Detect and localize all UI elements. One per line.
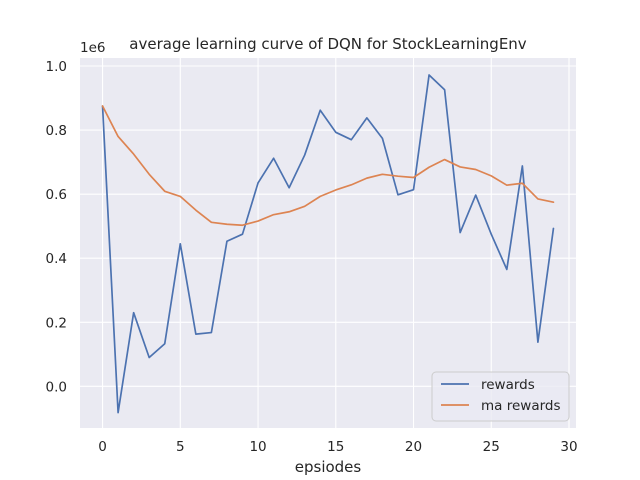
x-tick-label: 20 (405, 439, 422, 455)
legend: rewards ma rewards (431, 371, 570, 422)
y-offset-label: 1e6 (80, 40, 105, 56)
y-tick-label: 0.8 (46, 123, 67, 139)
y-tick-labels: 0.0 0.2 0.4 0.6 0.8 1.0 (46, 59, 67, 395)
x-axis-label: epsiodes (295, 458, 362, 476)
y-tick-label: 0.0 (46, 379, 67, 395)
legend-label-ma-rewards: ma rewards (481, 398, 561, 414)
series-layer (101, 74, 555, 414)
x-tick-label: 10 (249, 439, 266, 455)
x-tick-labels: 0 5 10 15 20 25 30 (98, 439, 577, 455)
y-tick-label: 1.0 (46, 59, 67, 75)
chart-title: average learning curve of DQN for StockL… (129, 35, 527, 53)
x-tick-label: 0 (98, 439, 107, 455)
x-tick-label: 15 (327, 439, 344, 455)
series-line-rewards (101, 74, 555, 414)
x-tick-label: 30 (560, 439, 577, 455)
x-tick-label: 5 (176, 439, 185, 455)
y-tick-label: 0.4 (46, 251, 67, 267)
plot-area (80, 58, 576, 428)
y-tick-label: 0.6 (46, 187, 67, 203)
y-tick-label: 0.2 (46, 315, 67, 331)
series-line-ma-rewards (101, 105, 555, 227)
x-tick-label: 25 (483, 439, 500, 455)
legend-label-rewards: rewards (481, 377, 535, 393)
